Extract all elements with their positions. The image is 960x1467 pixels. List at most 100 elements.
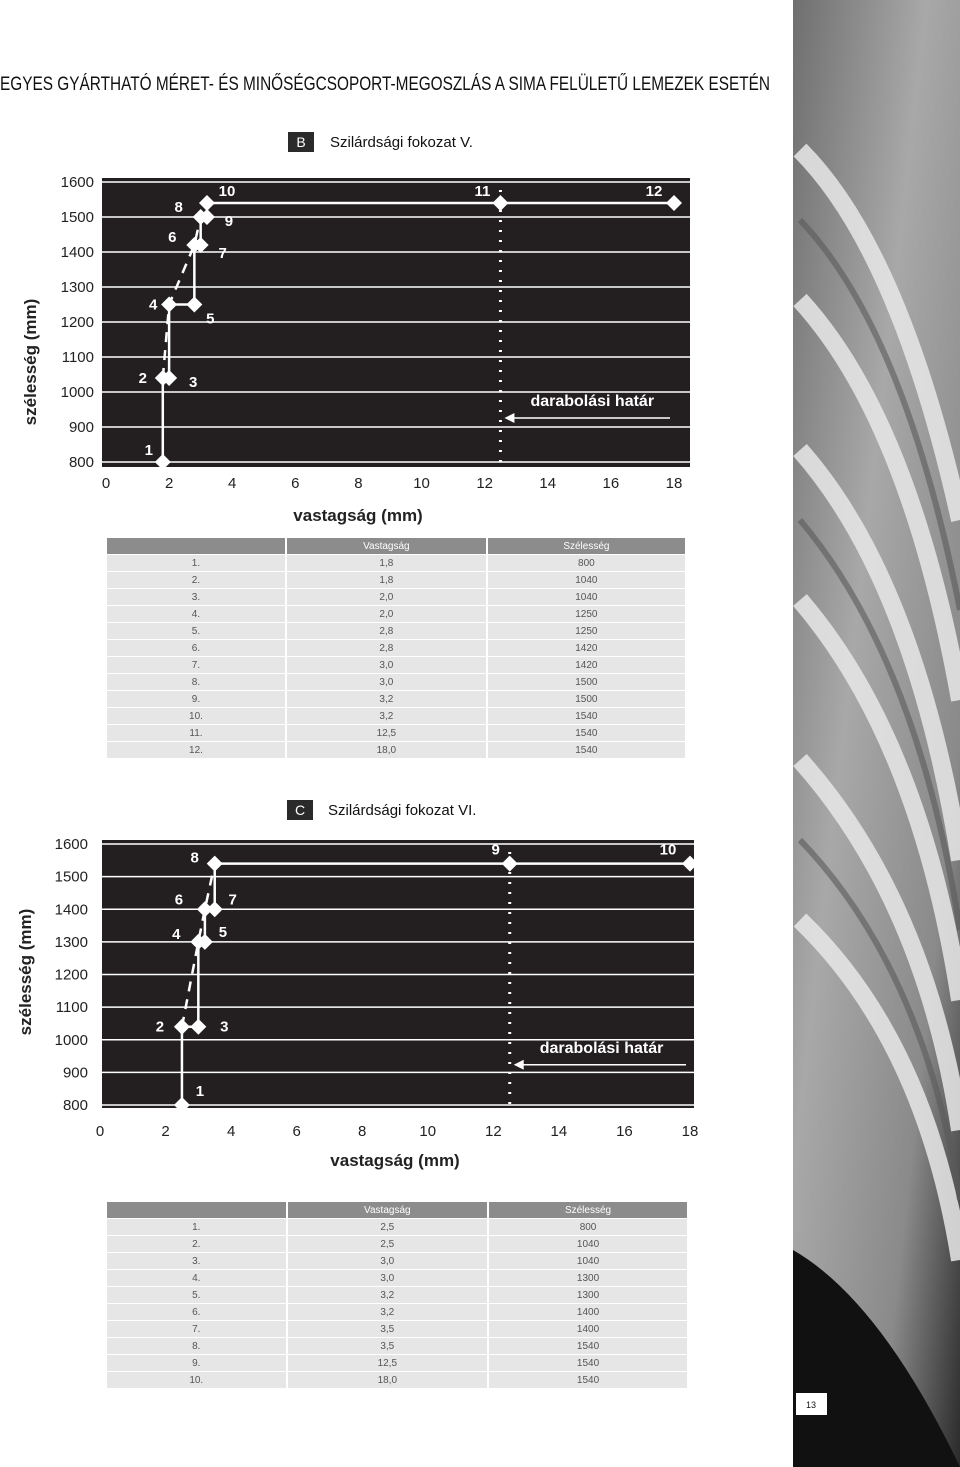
table-cell: 4. [107,606,285,622]
limit-label: darabolási határ [540,1040,664,1057]
y-tick-label: 800 [63,1097,88,1114]
header-cell [107,1202,286,1218]
section-b: B Szilárdsági fokozat V. [288,132,473,152]
table-cell: 2,8 [286,623,486,639]
table-c: Vastagság Szélesség 1. 2,5 800 2. 2,5 1040 3. 3,0… [105,1201,689,1389]
y-tick-label: 1200 [61,314,94,331]
table-cell: 1420 [487,657,685,673]
data-point [196,901,213,918]
table-cell: 8. [107,1338,286,1354]
table-row: 9. 12,5 1540 [107,1355,687,1371]
data-point [173,1018,190,1035]
point-label: 1 [145,442,153,459]
section-letter: B [296,134,305,150]
data-point [161,370,178,386]
data-point [501,855,518,872]
table-cell: 2,8 [286,640,486,656]
x-tick-label: 14 [551,1123,568,1140]
data-point [682,855,698,872]
table-cell: 6. [107,640,285,656]
point-label: 4 [149,297,158,314]
data-point [206,901,223,918]
table-cell: 1400 [489,1304,687,1320]
point-label: 5 [219,924,227,941]
point-label: 12 [646,183,663,200]
header-cell [107,538,285,554]
y-axis-label: szélesség (mm) [16,909,35,1036]
data-point [190,1018,207,1035]
table-row: 12. 18,0 1540 [107,742,685,758]
table-cell: 4. [107,1270,286,1286]
table-cell: 3,0 [287,1253,488,1269]
table-row: 11. 12,5 1540 [107,725,685,741]
y-tick-label: 1000 [61,384,94,401]
point-label: 10 [219,183,236,200]
x-axis-label: vastagság (mm) [330,1151,459,1170]
table-row: 4. 3,0 1300 [107,1270,687,1286]
y-tick-label: 900 [63,1064,88,1081]
table-cell: 18,0 [287,1372,488,1388]
y-tick-label: 1300 [61,279,94,296]
table-cell: 1300 [489,1270,687,1286]
x-tick-label: 4 [227,1123,235,1140]
data-point [154,454,171,470]
table-cell: 2. [107,1236,286,1252]
table-cell: 1040 [489,1253,687,1269]
table-cell: 1420 [487,640,685,656]
table-row: 1. 1,8 800 [107,555,685,571]
y-axis-label: szélesség (mm) [21,299,40,426]
y-tick-label: 1400 [55,901,88,918]
table-row: 2. 1,8 1040 [107,572,685,588]
x-tick-label: 4 [228,475,236,492]
limit-arrowhead [504,413,515,423]
table-cell: 9. [107,691,285,707]
table-cell: 3,2 [286,691,486,707]
point-label: 7 [229,891,237,908]
data-line [180,862,690,1105]
data-point [206,855,223,872]
limit-arrowhead [513,1059,524,1070]
point-label: 3 [220,1019,228,1036]
header-cell: Vastagság [287,1202,488,1218]
table-cell: 2,0 [286,589,486,605]
x-tick-label: 18 [666,475,683,492]
x-axis-label: vastagság (mm) [293,506,422,525]
table-cell: 3,2 [287,1304,488,1320]
table-cell: 1,8 [286,555,486,571]
table-row: 6. 3,2 1400 [107,1304,687,1320]
x-tick-label: 12 [476,475,493,492]
point-label: 3 [189,374,197,391]
point-label: 4 [172,926,181,943]
data-point [161,296,178,313]
table-cell: 18,0 [286,742,486,758]
table-cell: 2. [107,572,285,588]
table-b: Vastagság Szélesség 1. 1,8 800 2. 1,8 1040 3. 2,0… [105,537,687,759]
header-cell: Szélesség [487,538,685,554]
table-cell: 1040 [489,1236,687,1252]
page-number-box [796,1393,827,1415]
table-cell: 3,0 [287,1270,488,1286]
table-cell: 1040 [487,572,685,588]
table-row: 10. 3,2 1540 [107,708,685,724]
table-cell: 3,0 [286,674,486,690]
table-cell: 800 [487,555,685,571]
y-tick-label: 1300 [55,934,88,951]
table-row: 5. 2,8 1250 [107,623,685,639]
table-row: 3. 3,0 1040 [107,1253,687,1269]
y-tick-label: 800 [69,454,94,471]
table-cell: 1300 [489,1287,687,1303]
envelope-line [180,863,216,1027]
x-tick-label: 0 [102,475,110,492]
table-cell: 7. [107,1321,286,1337]
table-cell: 1. [107,1219,286,1235]
x-tick-label: 6 [291,475,299,492]
y-tick-label: 1500 [55,869,88,886]
point-label: 2 [156,1019,164,1036]
table-cell: 1250 [487,623,685,639]
point-label: 2 [139,370,147,387]
table-cell: 3. [107,589,285,605]
point-label: 11 [475,183,491,200]
table-cell: 7. [107,657,285,673]
table-cell: 3. [107,1253,286,1269]
x-tick-label: 8 [354,475,362,492]
